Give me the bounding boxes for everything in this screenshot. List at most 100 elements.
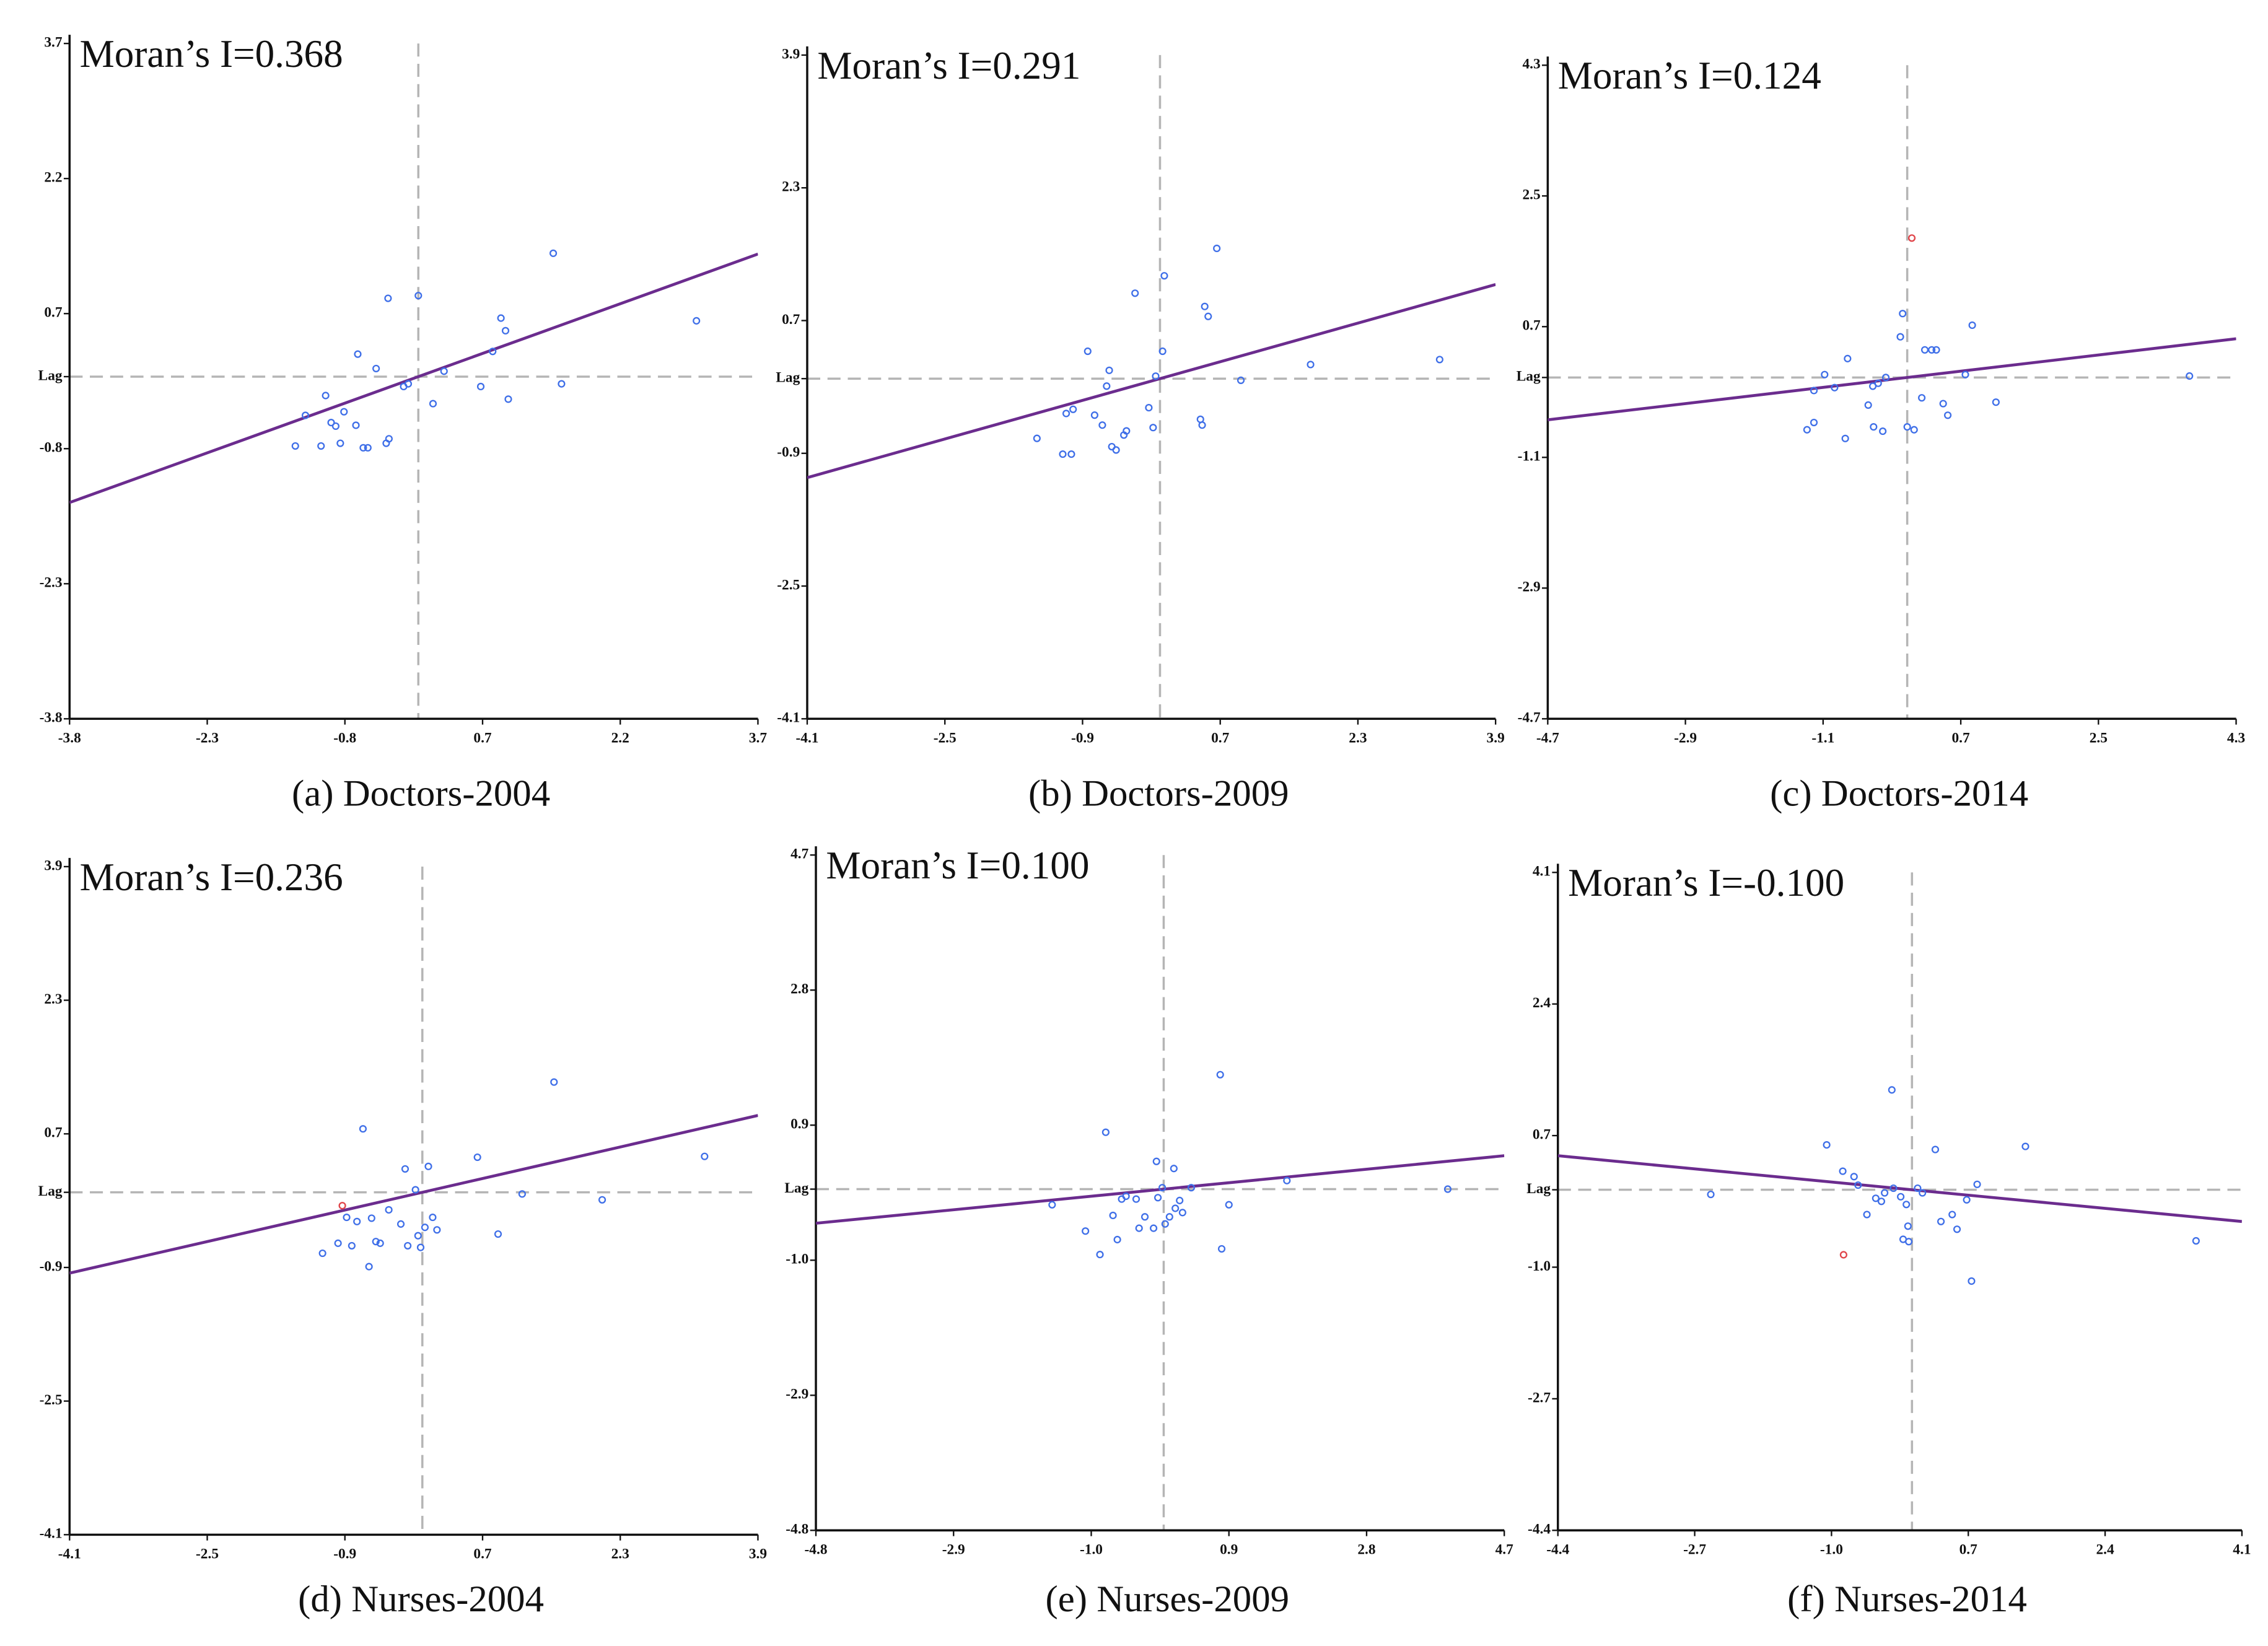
point (301, 411, 310, 419)
point (1435, 356, 1443, 364)
point (1443, 1185, 1452, 1193)
point (2192, 1237, 2200, 1245)
point (2186, 372, 2194, 380)
point (1877, 1197, 1886, 1206)
y-tick-label: -2.3 (40, 575, 63, 591)
point (1821, 370, 1829, 379)
point (1904, 1222, 1912, 1230)
x-tick-label: -2.5 (934, 730, 957, 746)
x-tick-label: -4.8 (805, 1541, 828, 1557)
point (1160, 272, 1168, 280)
regression-line (69, 252, 758, 504)
point (1101, 1128, 1110, 1136)
x-tick-label: 2.2 (611, 730, 629, 746)
point (1870, 422, 1878, 431)
y-tick-label: 0.9 (790, 1116, 808, 1132)
point (518, 1190, 526, 1198)
y-tick-label: 2.8 (790, 981, 808, 997)
point (1932, 346, 1940, 354)
point (1968, 1277, 1976, 1285)
point (693, 317, 701, 325)
point (352, 421, 360, 429)
point (1888, 1086, 1896, 1094)
y-tick-label: Lag (1526, 1181, 1551, 1197)
point (1225, 1201, 1233, 1209)
y-tick-label: -1.1 (1518, 449, 1541, 465)
point (1113, 1235, 1121, 1244)
point (494, 1230, 502, 1238)
x-tick-label: -2.7 (1683, 1541, 1706, 1557)
y-tick-label: 4.3 (1522, 56, 1540, 72)
point (701, 1152, 709, 1160)
point (1283, 1176, 1291, 1184)
point (1033, 434, 1041, 442)
point (550, 1078, 558, 1086)
point (1841, 434, 1849, 442)
point (385, 1206, 393, 1214)
point (1839, 1167, 1847, 1175)
point (365, 1263, 373, 1271)
point (1171, 1204, 1180, 1212)
point (367, 1214, 375, 1222)
x-tick-label: 4.3 (2227, 730, 2245, 746)
point (1187, 1184, 1195, 1192)
caption: (f) Nurses-2014 (1787, 1578, 2027, 1620)
caption: (d) Nurses-2004 (298, 1578, 544, 1620)
x-tick-label: -4.7 (1536, 730, 1559, 746)
point (318, 1249, 326, 1258)
y-tick-label: -1.0 (786, 1251, 808, 1267)
x-tick-label: 4.1 (2233, 1541, 2251, 1557)
y-tick-label: -4.7 (1518, 710, 1541, 726)
y-tick-label: 3.9 (44, 857, 62, 873)
point (1090, 411, 1098, 419)
point (1899, 310, 1907, 318)
point (1910, 426, 1918, 434)
regression-line (1548, 337, 2236, 421)
point (1943, 411, 1952, 419)
point (1213, 244, 1221, 253)
point (504, 395, 512, 403)
point (501, 326, 510, 335)
point (404, 380, 413, 388)
point (1831, 383, 1839, 392)
point (1178, 1209, 1186, 1217)
point (1803, 426, 1811, 434)
y-tick-label: -2.9 (786, 1386, 808, 1403)
point (317, 442, 325, 450)
point (1928, 346, 1936, 354)
y-tick-label: 2.5 (1522, 187, 1540, 203)
point (1084, 347, 1092, 356)
y-tick-label: 4.7 (790, 846, 809, 862)
y-tick-label: Lag (784, 1180, 808, 1196)
point (1109, 1211, 1117, 1220)
point (424, 1162, 432, 1170)
panel: -4.4 -2.7 -1.0 0.7 2.4 4.1 4.1 2.4 0.7 Lag -1.0 -2.… (1526, 861, 2251, 1620)
point (384, 294, 392, 302)
point (1122, 1192, 1130, 1201)
x-tick-label: 0.7 (1211, 730, 1230, 746)
x-tick-label: -0.9 (333, 1546, 356, 1562)
point (1201, 302, 1209, 310)
point (1098, 421, 1106, 429)
annotation: Moran’s I=-0.100 (1568, 861, 1844, 904)
caption: (c) Doctors-2014 (1770, 773, 2028, 815)
y-tick-label: -0.9 (777, 444, 800, 460)
point (1872, 1194, 1880, 1202)
annotation: Moran’s I=0.236 (80, 856, 343, 899)
y-tick-label: 0.7 (782, 312, 800, 328)
point (1850, 1173, 1858, 1181)
point (1307, 361, 1315, 369)
point (1198, 421, 1206, 429)
point (429, 1213, 437, 1222)
point (331, 422, 340, 431)
x-tick-label: 3.7 (749, 730, 768, 746)
y-tick-label: -2.7 (1528, 1390, 1551, 1406)
point (476, 382, 485, 391)
x-tick-label: -4.4 (1546, 1541, 1569, 1557)
x-tick-label: 0.7 (473, 1546, 492, 1562)
y-tick-label: Lag (38, 1183, 63, 1199)
point (1881, 374, 1890, 382)
point (1132, 1195, 1141, 1203)
point (1141, 1213, 1149, 1221)
